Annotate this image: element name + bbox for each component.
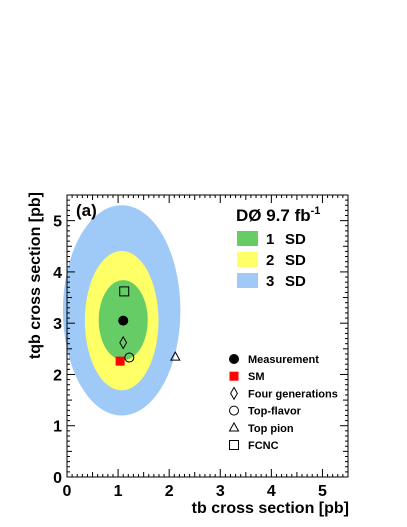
legend-sd-unit: SD (285, 231, 306, 248)
y-tick-label: 4 (53, 265, 62, 282)
point-layer (115, 286, 181, 366)
legend-label: SM (248, 371, 265, 383)
x-tick-label: 3 (216, 483, 225, 500)
point-measurement (118, 315, 129, 326)
point-top-flavor (124, 352, 135, 363)
contour-layer (62, 205, 181, 416)
legend-marker (229, 371, 239, 381)
y-axis-title: tqb cross section [pb] (27, 192, 44, 359)
legend-entry-1-sd: 1 SD (237, 231, 306, 248)
legend-entry-top-pion: Top pion (228, 421, 294, 435)
legend-entry-fcnc: FCNC (229, 440, 279, 452)
legend-sd-number: 1 (266, 231, 274, 248)
point-four-generations (119, 335, 128, 350)
legend-contours: 1 SD 2 SD 3 SD (237, 231, 306, 290)
experiment-label-sup: -1 (311, 205, 321, 217)
x-tick-label: 2 (165, 483, 174, 500)
tick-layer: 0 1 2 3 4 5 0 1 2 3 4 5 (53, 194, 349, 500)
legend-swatch (237, 252, 258, 267)
legend-marker (229, 440, 239, 450)
y-tick-label: 2 (53, 367, 62, 384)
legend-marker (229, 405, 239, 416)
legend-label: Top-flavor (248, 406, 302, 418)
legend-entry-four-generations: Four generations (230, 386, 338, 401)
point-top-pion (169, 351, 181, 361)
plot-frame (66, 194, 349, 478)
point-fcnc (119, 286, 130, 297)
y-tick-label: 3 (53, 316, 62, 333)
legend-label: Measurement (248, 354, 319, 366)
legend-sd-unit: SD (285, 273, 306, 290)
legend-label: FCNC (248, 440, 279, 452)
legend-swatch (237, 273, 258, 288)
legend-marker (228, 421, 240, 432)
x-tick-label: 4 (267, 483, 276, 500)
legend-label: Top pion (248, 423, 294, 435)
x-tick-label: 0 (63, 483, 72, 500)
experiment-label: DØ 9.7 fb-1 (236, 205, 320, 225)
legend-swatch (237, 231, 258, 246)
legend-entry-measurement: Measurement (229, 354, 319, 366)
frame-layer (66, 194, 349, 478)
x-tick-label: 1 (114, 483, 123, 500)
y-tick-label: 5 (53, 214, 62, 231)
legend-sd-unit: SD (285, 252, 306, 269)
panel-label: (a) (76, 201, 97, 220)
legend-label: Four generations (248, 388, 338, 400)
y-tick-label: 0 (53, 470, 62, 487)
legend-sd-number: 3 (266, 273, 274, 290)
y-tick-label: 1 (53, 419, 62, 436)
legend-entry-2-sd: 2 SD (237, 252, 306, 269)
legend-marker (230, 386, 238, 401)
x-axis-title: tb cross section [pb] (192, 500, 349, 517)
legend-entry-3-sd: 3 SD (237, 273, 306, 290)
legend-entry-sm: SM (229, 371, 265, 383)
legend-entry-top-flavor: Top-flavor (229, 405, 302, 418)
point-sm (115, 356, 125, 366)
legend-markers: Measurement SM Four generations Top-flavor T… (228, 354, 338, 452)
experiment-label-main: DØ 9.7 fb (236, 206, 311, 225)
legend-marker (229, 354, 239, 364)
legend-sd-number: 2 (266, 252, 274, 269)
x-tick-label: 5 (318, 483, 327, 500)
